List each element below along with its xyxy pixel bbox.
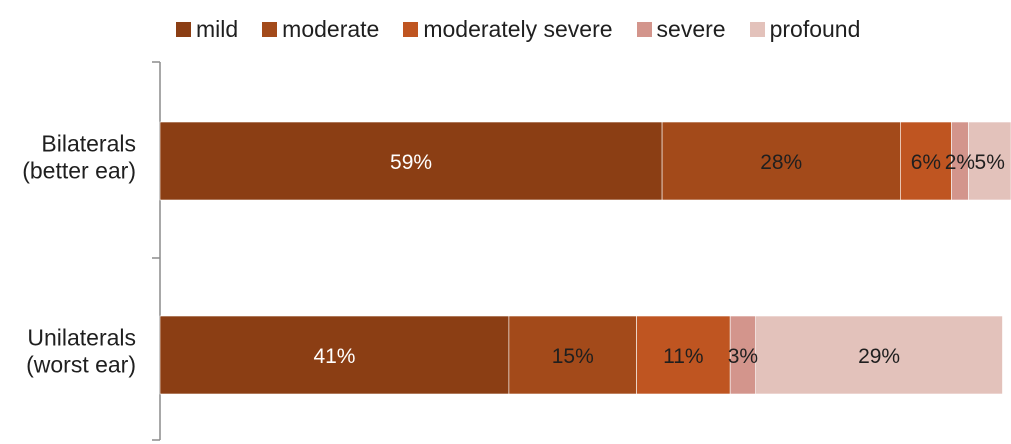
bar-segment: [159, 315, 510, 395]
bar-segment: [755, 315, 1003, 395]
category-label: Bilaterals (better ear): [22, 131, 136, 184]
legend: mild moderate moderately severe severe profo…: [176, 16, 860, 43]
legend-swatch: [636, 22, 652, 37]
data-label: 5%: [975, 151, 1005, 174]
category-axis: Bilaterals (better ear) Unilaterals (worst …: [22, 61, 161, 441]
legend-label: moderate: [282, 16, 380, 42]
legend-item: profound: [749, 16, 861, 43]
data-label: 2%: [945, 151, 975, 174]
legend-label: mild: [196, 16, 239, 42]
category-label: Unilaterals (worst ear): [26, 325, 136, 378]
legend-item: moderate: [262, 16, 379, 43]
legend-item: moderately severe: [403, 16, 613, 43]
bar-segment: [900, 121, 952, 201]
data-label: 29%: [858, 345, 900, 368]
data-label: 59%: [390, 151, 432, 174]
data-label: 15%: [552, 345, 594, 368]
bar-segment: [508, 315, 637, 395]
legend-label: moderately severe: [423, 16, 613, 42]
legend-item: severe: [636, 16, 726, 43]
legend-swatch: [176, 22, 191, 37]
legend-label: profound: [769, 16, 861, 42]
data-labels-layer: 59% 28% 6% 2% 5% 41% 15% 11% 3% 29%: [313, 151, 1004, 368]
bars-layer: [159, 121, 1011, 395]
legend-item: mild: [176, 16, 238, 43]
legend-swatch: [262, 22, 278, 37]
data-label: 6%: [911, 151, 941, 174]
legend-swatch: [403, 22, 419, 37]
data-label: 28%: [760, 151, 802, 174]
bar-segment: [968, 121, 1011, 201]
bar-segment: [636, 315, 731, 395]
legend-swatch: [749, 22, 765, 37]
data-label: 41%: [313, 345, 355, 368]
bar-segment: [159, 121, 663, 201]
bar-segment: [729, 315, 756, 395]
data-label: 11%: [663, 345, 703, 368]
bar-segment: [661, 121, 901, 201]
data-label: 3%: [728, 345, 758, 368]
legend-label: severe: [656, 16, 726, 42]
